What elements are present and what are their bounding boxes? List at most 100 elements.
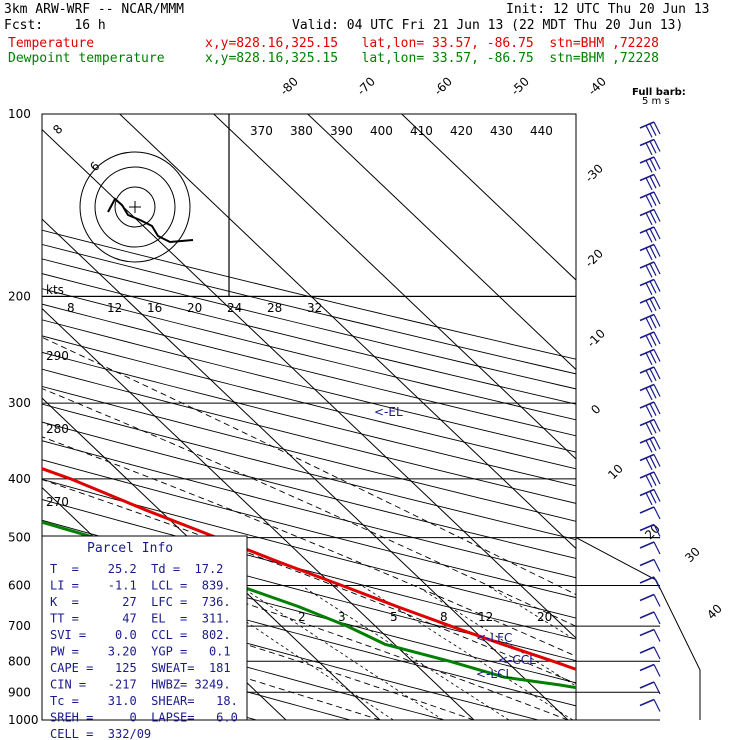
wind-barb-staff: [639, 523, 655, 532]
wind-barb-flag: [645, 335, 653, 348]
wind-barb: [639, 523, 661, 537]
wind-barb-flag: [653, 629, 661, 642]
theta-label: 440: [530, 124, 553, 138]
theta-label: 280: [46, 422, 69, 436]
wind-barb-flag: [649, 245, 657, 259]
model-title: 3km ARW-WRF -- NCAR/MMM: [4, 2, 185, 17]
theta-label: 270: [46, 495, 69, 509]
barb-unit: 5 m s: [642, 96, 670, 107]
wind-barb-flag: [653, 524, 661, 537]
wind-barb-staff: [639, 243, 655, 252]
wind-barb: [639, 698, 661, 712]
hodo-speed-label: 8: [67, 301, 75, 315]
wind-barb: [639, 348, 661, 366]
dry-adiabat: [42, 351, 576, 487]
wind-barb-flag: [645, 317, 653, 331]
wind-barb: [639, 453, 661, 471]
dry-adiabat: [42, 243, 576, 375]
wind-barb-staff: [639, 278, 655, 287]
pressure-tick-label: 900: [8, 685, 31, 699]
wind-barb: [639, 278, 661, 296]
wind-barb-flag: [645, 195, 653, 208]
wind-barb-flag: [653, 349, 661, 362]
parcel-info-row: PW = 3.20 YGP = 0.1: [50, 645, 231, 659]
wind-barb-flag: [645, 370, 653, 383]
level-label: <-EL: [374, 405, 403, 419]
wind-barb-staff: [639, 296, 655, 304]
wind-barb: [639, 173, 661, 191]
wind-barb: [639, 558, 661, 572]
mixing-ratio-line: [487, 585, 576, 641]
wind-barb: [639, 576, 661, 590]
hodo-speed-label: 12: [107, 301, 122, 315]
wind-barb: [639, 663, 661, 677]
wind-barb-flag: [649, 263, 657, 276]
theta-label: 290: [46, 349, 69, 363]
dewpoint-label: Dewpoint temperature: [8, 51, 165, 66]
wind-barb-flag: [653, 261, 661, 275]
wind-barb-flag: [645, 492, 653, 506]
wind-barb-flag: [653, 244, 661, 257]
wind-barb: [639, 138, 661, 156]
hodo-speed-label: 28: [267, 301, 282, 315]
wind-barb-flag: [645, 405, 653, 418]
wind-barb: [639, 646, 661, 660]
wind-barb-flag: [645, 282, 653, 296]
dry-adiabat: [42, 319, 576, 453]
wind-barb-flag: [653, 209, 661, 222]
level-label: <-LFC: [476, 631, 512, 645]
wind-barb-flag: [649, 490, 657, 504]
wind-barb: [639, 436, 661, 453]
hodo-ring-label: 8: [50, 122, 65, 137]
hodograph-trace: [107, 197, 194, 244]
wind-barb: [639, 156, 661, 173]
wind-barb: [639, 313, 661, 331]
wind-barb-flag: [653, 121, 661, 135]
hodo-speed-label: 24: [227, 301, 242, 315]
isotherm-line: [42, 218, 569, 720]
wind-barb-staff: [639, 138, 655, 147]
wind-barb-flag: [653, 559, 661, 572]
wind-barb-flag: [645, 160, 653, 173]
parcel-info-row: SVI = 0.0 CCL = 802.: [50, 628, 231, 642]
mixing-ratio-label: 12: [478, 610, 493, 624]
temp-tick-label: -70: [354, 74, 378, 98]
wind-barb-flag: [649, 158, 657, 171]
wind-barb-flag: [653, 471, 661, 485]
wind-barb: [639, 506, 661, 520]
wind-barb-staff: [639, 261, 655, 269]
wind-barb-staff: [639, 576, 655, 584]
wind-barb: [639, 471, 661, 488]
wind-barb-staff: [639, 348, 655, 357]
wind-barb: [639, 681, 661, 695]
wind-barb-staff: [639, 681, 655, 689]
wind-barb-flag: [653, 576, 661, 590]
wind-barb-flag: [653, 541, 661, 555]
theta-label: 380: [290, 124, 313, 138]
wind-barb: [639, 331, 661, 348]
pressure-tick-label: 700: [8, 619, 31, 633]
parcel-info-row: K = 27 LFC = 736.: [50, 595, 231, 609]
wind-barb-flag: [649, 228, 657, 241]
hodo-speed-label: 20: [187, 301, 202, 315]
hodo-ring-label: 6: [87, 159, 102, 174]
wind-barb-flag: [653, 594, 661, 607]
temp-tick-label: -40: [585, 74, 609, 98]
dry-adiabat: [42, 609, 445, 720]
dewpoint-station-info: x,y=828.16,325.15 lat,lon= 33.57, -86.75…: [205, 51, 659, 66]
wind-barb-staff: [639, 331, 655, 339]
mixing-ratio-line: [239, 585, 444, 720]
dry-adiabat: [42, 440, 576, 579]
wind-barb-flag: [653, 174, 661, 187]
temperature-profile: [42, 467, 576, 671]
wind-barb-staff: [639, 506, 655, 514]
wind-barb-flag: [649, 298, 657, 311]
wind-barb-flag: [653, 681, 661, 695]
temp-tick-label: 10: [605, 461, 626, 482]
parcel-info-row: CIN = -217 HWBZ= 3249.: [50, 678, 231, 692]
wind-barb-flag: [645, 457, 653, 471]
parcel-info-row: LI = -1.1 LCL = 839.: [50, 579, 231, 593]
hodo-speed-label: 16: [147, 301, 162, 315]
wind-barb-flag: [653, 314, 661, 327]
isotherm-line: [42, 397, 381, 720]
